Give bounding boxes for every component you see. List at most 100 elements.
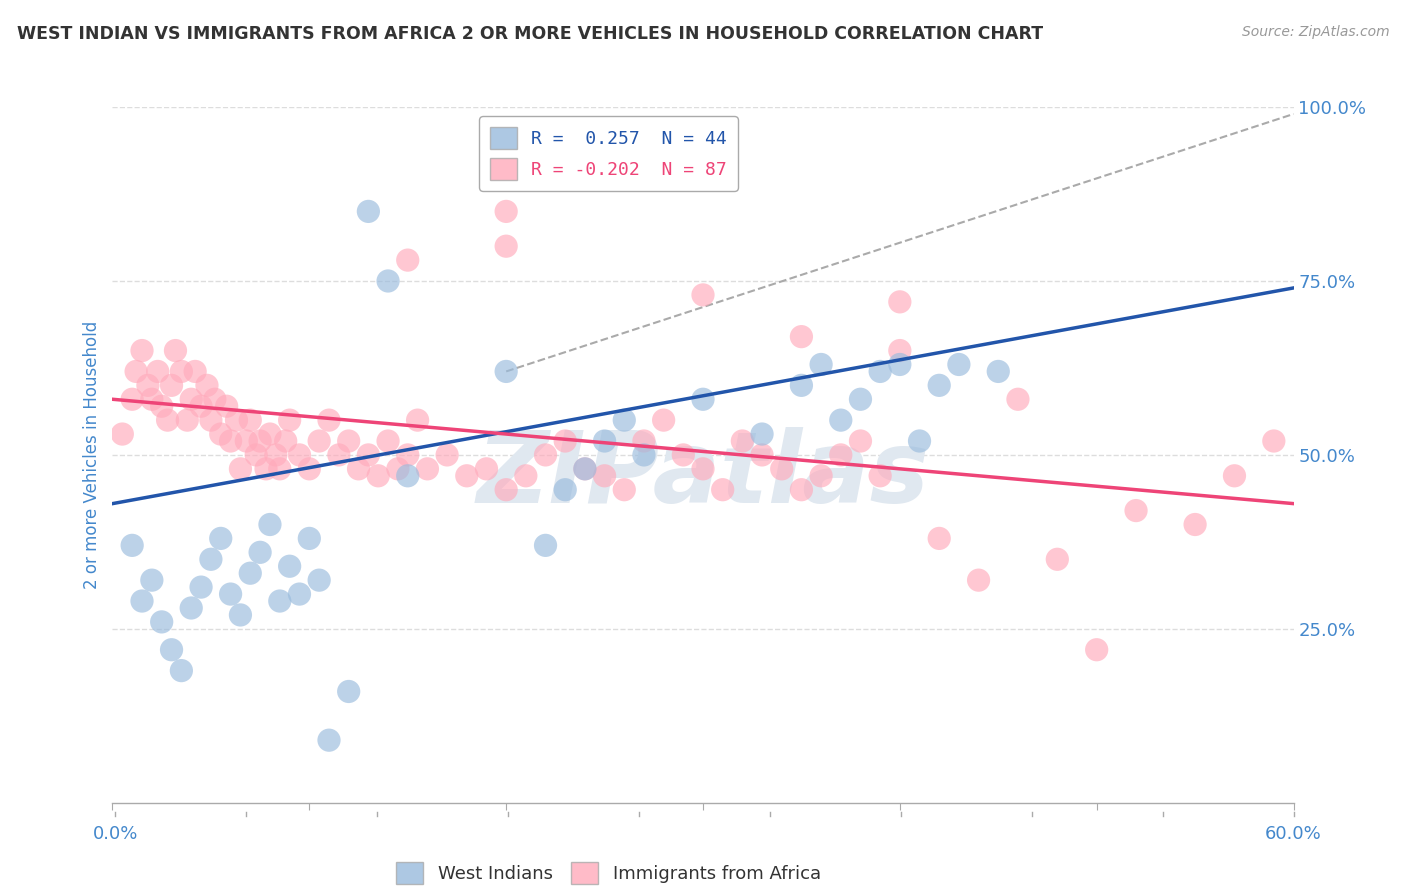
Point bbox=[131, 343, 153, 358]
Point bbox=[790, 378, 813, 392]
Point bbox=[170, 364, 193, 378]
Point bbox=[328, 448, 350, 462]
Point bbox=[235, 434, 257, 448]
Point bbox=[195, 378, 218, 392]
Point bbox=[274, 434, 297, 448]
Point bbox=[131, 594, 153, 608]
Point bbox=[337, 684, 360, 698]
Point bbox=[204, 392, 226, 407]
Point bbox=[209, 532, 232, 546]
Point bbox=[156, 413, 179, 427]
Point bbox=[849, 392, 872, 407]
Point bbox=[515, 468, 537, 483]
Text: Source: ZipAtlas.com: Source: ZipAtlas.com bbox=[1241, 25, 1389, 39]
Point bbox=[770, 462, 793, 476]
Point bbox=[396, 253, 419, 268]
Point bbox=[1046, 552, 1069, 566]
Point bbox=[160, 378, 183, 392]
Point bbox=[495, 364, 517, 378]
Point bbox=[184, 364, 207, 378]
Point bbox=[308, 434, 330, 448]
Point bbox=[141, 392, 163, 407]
Point bbox=[229, 607, 252, 622]
Point bbox=[121, 538, 143, 552]
Point bbox=[209, 427, 232, 442]
Point bbox=[125, 364, 148, 378]
Point bbox=[200, 413, 222, 427]
Point bbox=[436, 448, 458, 462]
Point bbox=[190, 580, 212, 594]
Point bbox=[269, 462, 291, 476]
Point bbox=[751, 448, 773, 462]
Point bbox=[908, 434, 931, 448]
Point bbox=[692, 392, 714, 407]
Point bbox=[406, 413, 429, 427]
Point bbox=[593, 468, 616, 483]
Point bbox=[160, 642, 183, 657]
Point bbox=[180, 601, 202, 615]
Point bbox=[278, 413, 301, 427]
Point bbox=[790, 329, 813, 343]
Point bbox=[367, 468, 389, 483]
Point bbox=[239, 566, 262, 581]
Point bbox=[121, 392, 143, 407]
Point bbox=[1007, 392, 1029, 407]
Point bbox=[396, 448, 419, 462]
Point bbox=[889, 343, 911, 358]
Point bbox=[889, 294, 911, 309]
Point bbox=[751, 427, 773, 442]
Point bbox=[1184, 517, 1206, 532]
Point bbox=[830, 448, 852, 462]
Point bbox=[264, 448, 287, 462]
Point bbox=[269, 594, 291, 608]
Point bbox=[347, 462, 370, 476]
Point bbox=[534, 538, 557, 552]
Point bbox=[987, 364, 1010, 378]
Point bbox=[200, 552, 222, 566]
Point bbox=[229, 462, 252, 476]
Point bbox=[1263, 434, 1285, 448]
Point bbox=[869, 364, 891, 378]
Point bbox=[249, 434, 271, 448]
Point bbox=[495, 483, 517, 497]
Point bbox=[225, 413, 247, 427]
Point bbox=[889, 358, 911, 372]
Point bbox=[731, 434, 754, 448]
Point bbox=[180, 392, 202, 407]
Point bbox=[810, 468, 832, 483]
Point bbox=[1085, 642, 1108, 657]
Point bbox=[633, 434, 655, 448]
Point bbox=[948, 358, 970, 372]
Point bbox=[495, 239, 517, 253]
Point bbox=[495, 204, 517, 219]
Point bbox=[150, 615, 173, 629]
Point bbox=[633, 448, 655, 462]
Point bbox=[141, 573, 163, 587]
Point bbox=[288, 587, 311, 601]
Point bbox=[593, 434, 616, 448]
Point bbox=[219, 587, 242, 601]
Point bbox=[613, 483, 636, 497]
Point bbox=[652, 413, 675, 427]
Point bbox=[534, 448, 557, 462]
Point bbox=[554, 483, 576, 497]
Point bbox=[259, 427, 281, 442]
Point bbox=[278, 559, 301, 574]
Point bbox=[288, 448, 311, 462]
Point bbox=[396, 468, 419, 483]
Point bbox=[219, 434, 242, 448]
Point bbox=[357, 448, 380, 462]
Point bbox=[176, 413, 198, 427]
Point bbox=[456, 468, 478, 483]
Point bbox=[554, 434, 576, 448]
Point bbox=[416, 462, 439, 476]
Point bbox=[146, 364, 169, 378]
Point bbox=[928, 378, 950, 392]
Point bbox=[574, 462, 596, 476]
Point bbox=[692, 288, 714, 302]
Point bbox=[613, 413, 636, 427]
Point bbox=[318, 733, 340, 747]
Text: 60.0%: 60.0% bbox=[1265, 825, 1322, 843]
Point bbox=[967, 573, 990, 587]
Legend: West Indians, Immigrants from Africa: West Indians, Immigrants from Africa bbox=[389, 855, 828, 891]
